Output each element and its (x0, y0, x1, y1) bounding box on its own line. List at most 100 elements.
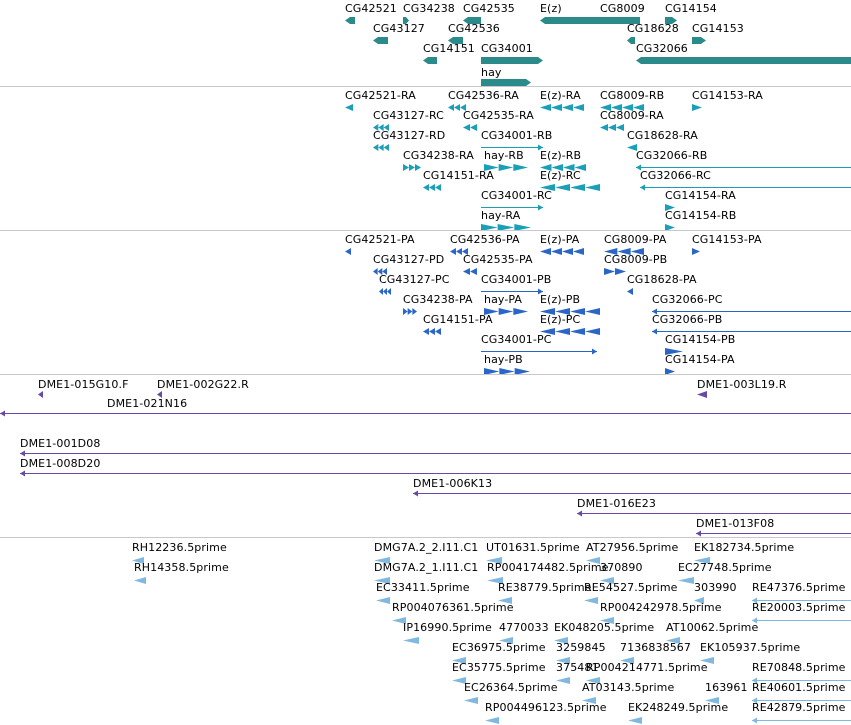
feature-glyph-cg34001-pc[interactable] (481, 347, 597, 356)
feature-label-rh12236-5prime[interactable]: RH12236.5prime (132, 541, 227, 554)
feature-glyph-dme1-006k13[interactable] (413, 489, 851, 498)
feature-label-cg14151-ra[interactable]: CG14151-RA (423, 169, 494, 182)
feature-glyph-cg8009-rb[interactable] (600, 103, 644, 112)
feature-glyph-303990[interactable] (694, 596, 704, 605)
feature-glyph-cg18628-ra[interactable] (627, 143, 637, 152)
feature-label-cg43127-pd[interactable]: CG43127-PD (373, 253, 445, 266)
feature-glyph-cg34001[interactable] (481, 56, 543, 65)
feature-label-e-z-ra[interactable]: E(z)-RA (540, 89, 581, 102)
feature-glyph-cg43127-pd[interactable] (373, 267, 387, 276)
feature-glyph-rp004214771-5prime[interactable] (586, 676, 600, 685)
feature-label-cg14154-pa[interactable]: CG14154-PA (665, 353, 735, 366)
feature-glyph-dmg7a-2-2-i11-c1[interactable] (374, 556, 390, 565)
feature-glyph-hay-ra[interactable] (481, 223, 531, 232)
feature-glyph-re47376-5prime[interactable] (752, 596, 851, 605)
feature-label-ec26364-5prime[interactable]: EC26364.5prime (464, 681, 558, 694)
feature-label-ec33411-5prime[interactable]: EC33411.5prime (376, 581, 470, 594)
feature-glyph-cg42521[interactable] (345, 16, 355, 25)
feature-label-cg42521[interactable]: CG42521 (345, 2, 397, 15)
feature-glyph-cg43127-rc[interactable] (373, 123, 389, 132)
feature-glyph-cg34001-pb[interactable] (481, 287, 543, 296)
feature-label-re20003-5prime[interactable]: RE20003.5prime (752, 601, 846, 614)
feature-label-cg8009-pb[interactable]: CG8009-PB (604, 253, 668, 266)
feature-label-cg42536-pa[interactable]: CG42536-PA (450, 233, 520, 246)
feature-glyph-e-z-pc[interactable] (540, 327, 600, 336)
feature-label-cg42536-ra[interactable]: CG42536-RA (448, 89, 519, 102)
feature-label-cg32066-pb[interactable]: CG32066-PB (652, 313, 723, 326)
feature-label-ek248249-5prime[interactable]: EK248249.5prime (628, 701, 729, 714)
feature-label-cg18628[interactable]: CG18628 (627, 22, 679, 35)
feature-glyph-cg14154-rb[interactable] (665, 223, 675, 232)
feature-label-e-z[interactable]: E(z) (540, 2, 562, 15)
feature-glyph-cg8009-pa[interactable] (604, 247, 644, 256)
feature-glyph-cg32066-pb[interactable] (652, 327, 851, 336)
feature-glyph-re20003-5prime[interactable] (752, 616, 851, 625)
feature-label-rp004242978-5prime[interactable]: RP004242978.5prime (600, 601, 722, 614)
feature-label-dme1-002g22-r[interactable]: DME1-002G22.R (157, 378, 249, 391)
feature-label-cg14151-pa[interactable]: CG14151-PA (423, 313, 493, 326)
feature-label-cg14154[interactable]: CG14154 (665, 2, 717, 15)
feature-label-cg42521-ra[interactable]: CG42521-RA (345, 89, 416, 102)
feature-label-e-z-pb[interactable]: E(z)-PB (540, 293, 581, 306)
feature-glyph-rp004076361-5prime[interactable] (392, 616, 406, 625)
feature-label-cg34238[interactable]: CG34238 (403, 2, 455, 15)
feature-label-cg43127-pc[interactable]: CG43127-PC (379, 273, 450, 286)
feature-label-cg14153-pa[interactable]: CG14153-PA (692, 233, 762, 246)
feature-glyph-cg18628[interactable] (627, 36, 635, 45)
feature-label-ek182734-5prime[interactable]: EK182734.5prime (694, 541, 795, 554)
feature-label-7136838567[interactable]: 7136838567 (620, 641, 691, 654)
feature-label-dmg7a-2-1-i11-c1[interactable]: DMG7A.2_1.I11.C1 (374, 561, 479, 574)
feature-label-cg34001-pb[interactable]: CG34001-PB (481, 273, 552, 286)
feature-glyph-cg42536[interactable] (448, 36, 463, 45)
feature-label-rp004076361-5prime[interactable]: RP004076361.5prime (392, 601, 514, 614)
feature-glyph-cg8009[interactable] (600, 16, 640, 25)
feature-label-hay-ra[interactable]: hay-RA (481, 209, 521, 222)
feature-glyph-dme1-016e23[interactable] (577, 509, 851, 518)
feature-glyph-dme1-001d08[interactable] (20, 449, 851, 458)
feature-glyph-ek048205-5prime[interactable] (554, 636, 568, 645)
feature-glyph-e-z-rb[interactable] (540, 163, 586, 172)
feature-label-at27956-5prime[interactable]: AT27956.5prime (586, 541, 679, 554)
feature-label-cg14153[interactable]: CG14153 (692, 22, 744, 35)
feature-glyph-ek105937-5prime[interactable] (700, 656, 714, 665)
feature-glyph-ec35775-5prime[interactable] (452, 676, 466, 685)
feature-glyph-dme1-013f08[interactable] (696, 529, 851, 538)
feature-glyph-cg42535[interactable] (463, 16, 481, 25)
feature-label-at10062-5prime[interactable]: AT10062.5prime (666, 621, 759, 634)
feature-label-cg18628-pa[interactable]: CG18628-PA (627, 273, 697, 286)
feature-glyph-dme1-008d20[interactable] (20, 469, 851, 478)
feature-glyph-dme1-002g22-r[interactable] (157, 390, 162, 399)
feature-label-cg34238-pa[interactable]: CG34238-PA (403, 293, 473, 306)
feature-glyph-cg42536-ra[interactable] (448, 103, 466, 112)
feature-label-cg14154-pb[interactable]: CG14154-PB (665, 333, 736, 346)
feature-glyph-cg32066-pc[interactable] (652, 307, 851, 316)
feature-label-e-z-rb[interactable]: E(z)-RB (540, 149, 582, 162)
feature-label-cg42535-ra[interactable]: CG42535-RA (463, 109, 534, 122)
feature-glyph-hay[interactable] (481, 78, 531, 87)
feature-label-4770033[interactable]: 4770033 (499, 621, 549, 634)
feature-label-rp004174482-5prime[interactable]: RP004174482.5prime (487, 561, 609, 574)
feature-glyph-rp004242978-5prime[interactable] (600, 616, 614, 625)
feature-glyph-ek182734-5prime[interactable] (694, 556, 710, 565)
feature-label-ec36975-5prime[interactable]: EC36975.5prime (452, 641, 546, 654)
feature-label-ut01631-5prime[interactable]: UT01631.5prime (486, 541, 580, 554)
feature-glyph-ip16990-5prime[interactable] (403, 636, 419, 645)
feature-glyph-cg14154-pb[interactable] (665, 347, 683, 356)
feature-glyph-hay-pb[interactable] (484, 367, 530, 376)
feature-label-at03143-5prime[interactable]: AT03143.5prime (582, 681, 675, 694)
feature-label-dme1-013f08[interactable]: DME1-013F08 (696, 517, 775, 530)
feature-label-cg42536[interactable]: CG42536 (448, 22, 500, 35)
feature-label-ek105937-5prime[interactable]: EK105937.5prime (700, 641, 801, 654)
feature-glyph-4770033[interactable] (499, 636, 513, 645)
feature-label-dmg7a-2-2-i11-c1[interactable]: DMG7A.2_2.I11.C1 (374, 541, 479, 554)
feature-label-cg42535[interactable]: CG42535 (463, 2, 515, 15)
feature-label-hay-pa[interactable]: hay-PA (484, 293, 523, 306)
feature-glyph-re70848-5prime[interactable] (752, 676, 851, 685)
feature-label-cg18628-ra[interactable]: CG18628-RA (627, 129, 698, 142)
feature-label-cg42521-pa[interactable]: CG42521-PA (345, 233, 415, 246)
feature-label-e-z-rc[interactable]: E(z)-RC (540, 169, 581, 182)
feature-glyph-e-z-pb[interactable] (540, 307, 600, 316)
feature-glyph-re54527-5prime[interactable] (584, 596, 598, 605)
feature-glyph-cg14153-ra[interactable] (692, 103, 702, 112)
feature-label-cg14154-rb[interactable]: CG14154-RB (665, 209, 737, 222)
